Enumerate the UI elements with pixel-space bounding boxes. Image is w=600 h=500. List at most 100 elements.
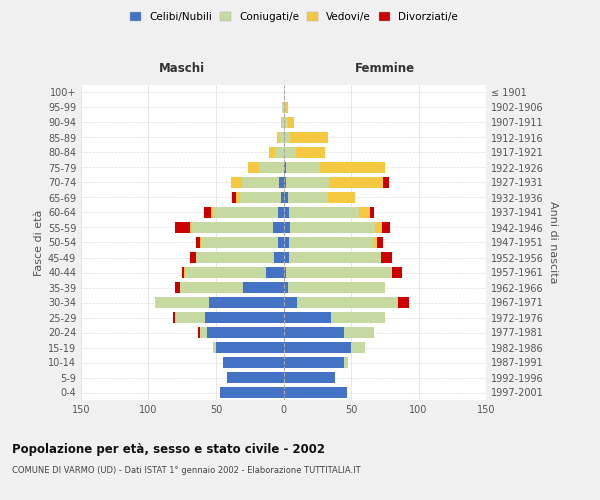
Bar bbox=[284, 326, 344, 338]
Bar bbox=[273, 222, 284, 234]
Bar bbox=[214, 342, 216, 353]
Bar bbox=[190, 252, 196, 264]
Bar bbox=[287, 282, 385, 294]
Bar bbox=[185, 266, 266, 278]
Bar bbox=[284, 386, 347, 398]
Legend: Celibi/Nubili, Coniugati/e, Vedovi/e, Divorziati/e: Celibi/Nubili, Coniugati/e, Vedovi/e, Di… bbox=[126, 8, 462, 26]
Bar bbox=[289, 206, 359, 218]
Bar bbox=[284, 192, 287, 203]
Bar bbox=[285, 102, 287, 114]
Bar bbox=[200, 326, 206, 338]
Bar bbox=[277, 132, 280, 143]
Bar bbox=[176, 282, 179, 294]
Bar bbox=[376, 222, 382, 234]
Bar bbox=[176, 312, 205, 324]
Bar bbox=[281, 116, 282, 128]
Bar bbox=[216, 342, 284, 353]
Bar bbox=[284, 266, 286, 278]
Bar bbox=[382, 222, 390, 234]
Bar bbox=[211, 206, 214, 218]
Bar bbox=[275, 146, 284, 158]
Bar bbox=[176, 222, 190, 234]
Text: Popolazione per età, sesso e stato civile - 2002: Popolazione per età, sesso e stato civil… bbox=[12, 442, 325, 456]
Y-axis label: Anni di nascita: Anni di nascita bbox=[548, 201, 558, 284]
Bar bbox=[243, 282, 284, 294]
Bar bbox=[392, 266, 403, 278]
Bar bbox=[296, 146, 325, 158]
Bar bbox=[192, 222, 273, 234]
Bar bbox=[297, 296, 398, 308]
Bar bbox=[269, 146, 275, 158]
Bar bbox=[381, 252, 392, 264]
Bar bbox=[209, 296, 284, 308]
Bar bbox=[320, 162, 385, 173]
Bar bbox=[282, 102, 284, 114]
Bar bbox=[329, 176, 383, 188]
Bar bbox=[290, 222, 376, 234]
Bar bbox=[284, 146, 296, 158]
Bar bbox=[282, 116, 284, 128]
Bar bbox=[383, 176, 389, 188]
Text: Maschi: Maschi bbox=[159, 62, 205, 74]
Bar bbox=[280, 132, 284, 143]
Bar bbox=[204, 206, 211, 218]
Bar bbox=[266, 266, 284, 278]
Text: COMUNE DI VARMO (UD) - Dati ISTAT 1° gennaio 2002 - Elaborazione TUTTITALIA.IT: COMUNE DI VARMO (UD) - Dati ISTAT 1° gen… bbox=[12, 466, 361, 475]
Bar bbox=[223, 356, 284, 368]
Bar bbox=[344, 356, 349, 368]
Bar bbox=[284, 132, 290, 143]
Bar bbox=[284, 206, 289, 218]
Bar bbox=[196, 236, 200, 248]
Bar bbox=[284, 252, 289, 264]
Bar bbox=[284, 162, 286, 173]
Bar bbox=[179, 282, 243, 294]
Text: Femmine: Femmine bbox=[355, 62, 415, 74]
Bar bbox=[200, 236, 201, 248]
Bar bbox=[284, 176, 286, 188]
Bar bbox=[220, 386, 284, 398]
Bar bbox=[241, 192, 281, 203]
Bar bbox=[377, 236, 383, 248]
Bar bbox=[331, 312, 385, 324]
Bar bbox=[284, 356, 344, 368]
Bar bbox=[284, 296, 297, 308]
Bar bbox=[236, 192, 241, 203]
Bar bbox=[289, 252, 381, 264]
Bar bbox=[214, 206, 278, 218]
Bar bbox=[287, 192, 328, 203]
Bar bbox=[278, 206, 284, 218]
Bar bbox=[284, 116, 287, 128]
Bar bbox=[196, 252, 274, 264]
Bar bbox=[227, 372, 284, 384]
Bar bbox=[287, 116, 295, 128]
Bar bbox=[284, 372, 335, 384]
Bar bbox=[280, 176, 284, 188]
Bar bbox=[286, 162, 320, 173]
Bar bbox=[190, 222, 192, 234]
Bar bbox=[281, 192, 284, 203]
Bar bbox=[373, 236, 377, 248]
Bar bbox=[284, 342, 351, 353]
Y-axis label: Fasce di età: Fasce di età bbox=[34, 210, 44, 276]
Bar bbox=[259, 162, 284, 173]
Bar bbox=[182, 266, 184, 278]
Bar bbox=[359, 206, 370, 218]
Bar bbox=[344, 326, 374, 338]
Bar bbox=[201, 236, 278, 248]
Bar bbox=[205, 312, 284, 324]
Bar bbox=[184, 266, 185, 278]
Bar bbox=[155, 296, 209, 308]
Bar bbox=[231, 176, 242, 188]
Bar bbox=[286, 266, 392, 278]
Bar bbox=[284, 282, 287, 294]
Bar bbox=[284, 102, 285, 114]
Bar bbox=[199, 326, 200, 338]
Bar bbox=[278, 236, 284, 248]
Bar bbox=[351, 342, 365, 353]
Bar bbox=[284, 312, 331, 324]
Bar bbox=[370, 206, 374, 218]
Bar bbox=[398, 296, 409, 308]
Bar bbox=[232, 192, 236, 203]
Bar bbox=[274, 252, 284, 264]
Bar bbox=[206, 326, 284, 338]
